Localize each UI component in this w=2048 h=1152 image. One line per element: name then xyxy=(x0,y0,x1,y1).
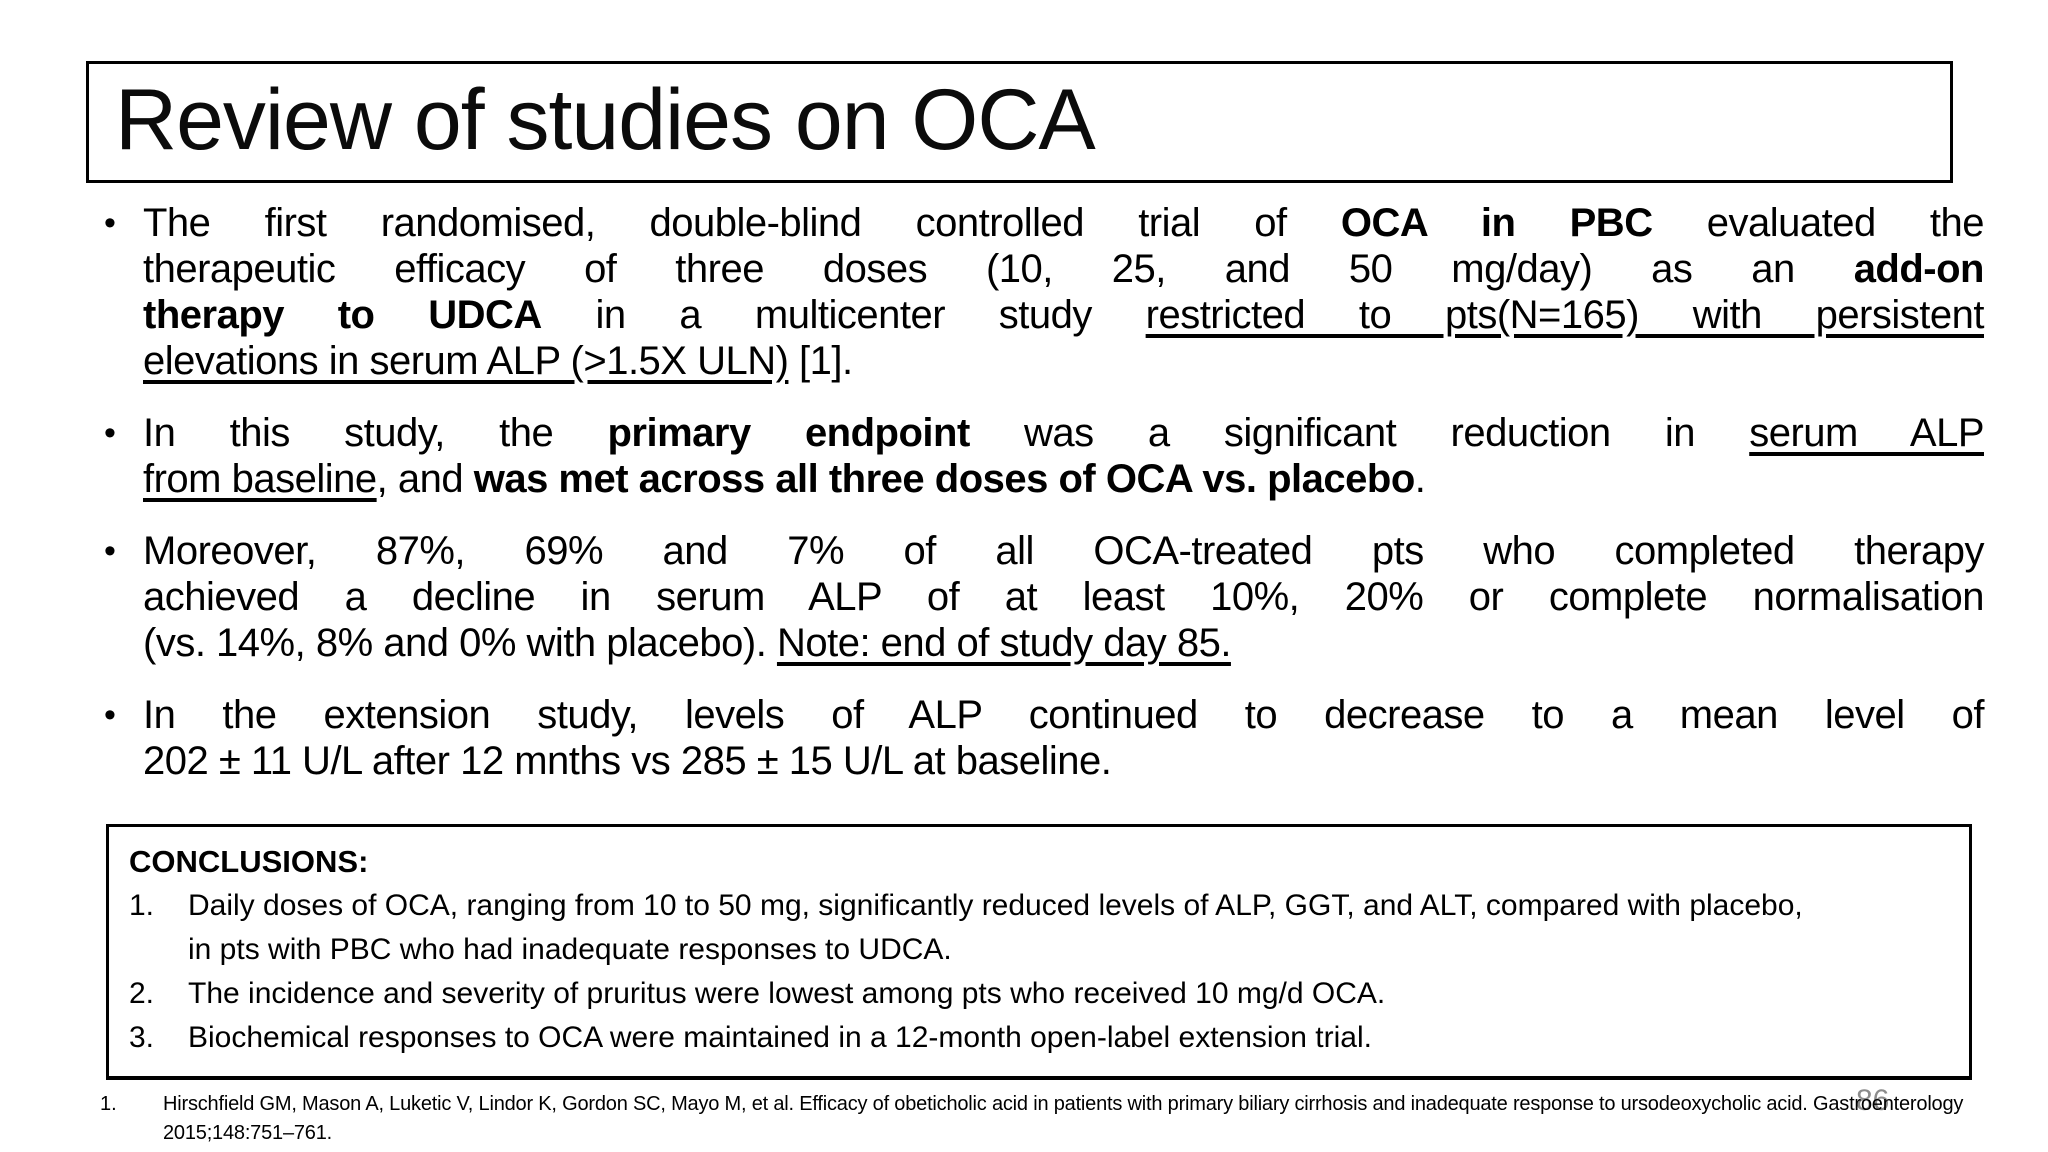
text-run: (vs. 14%, 8% and 0% with placebo). xyxy=(143,621,777,665)
text-run: achieved a decline in serum ALP of at le… xyxy=(143,575,1985,619)
bullet-item: • Moreover, 87%, 69% and 7% of all OCA-tr… xyxy=(104,528,1985,666)
bullet-line: The first randomised, double-blind contr… xyxy=(143,200,1985,246)
conclusion-item: 1. Daily doses of OCA, ranging from 10 to… xyxy=(129,884,1949,972)
bullet-content: Moreover, 87%, 69% and 7% of all OCA-tre… xyxy=(143,528,1985,666)
bullet-item: • In the extension study, levels of ALP c… xyxy=(104,692,1985,784)
item-number: 3. xyxy=(129,1021,155,1054)
item-number: 2. xyxy=(129,977,155,1010)
bullet-line: 202 ± 11 U/L after 12 mnths vs 285 ± 15 … xyxy=(143,738,1984,784)
text-run: 202 ± 11 U/L after 12 mnths vs 285 ± 15 … xyxy=(143,739,1112,783)
text-run: was met across all three doses of OCA vs… xyxy=(473,457,1416,501)
page-title: Review of studies on OCA xyxy=(115,72,1096,168)
item-text: The incidence and severity of pruritus w… xyxy=(188,977,1386,1010)
text-run: Moreover, 87%, 69% and 7% of all OCA-tre… xyxy=(143,529,1985,573)
text-run: therapeutic efficacy of three doses (10,… xyxy=(143,247,1854,291)
bullet-content: In the extension study, levels of ALP co… xyxy=(143,692,1985,784)
bullet-content: In this study, the primary endpoint was … xyxy=(143,410,1984,502)
footnote-text: Hirschfield GM, Mason A, Luketic V, Lind… xyxy=(163,1093,1964,1144)
bullet-content: The first randomised, double-blind contr… xyxy=(143,200,1985,384)
title-box: Review of studies on OCA xyxy=(86,61,1953,183)
text-run: in a multicenter study xyxy=(541,293,1146,337)
text-run: serum ALP xyxy=(1749,411,1984,455)
text-run: , and xyxy=(376,457,474,501)
conclusions-heading: CONCLUSIONS: xyxy=(129,844,369,879)
bullet-line: achieved a decline in serum ALP of at le… xyxy=(143,574,1985,620)
bullet-dot-icon: • xyxy=(104,696,116,734)
bullet-dot-icon: • xyxy=(104,414,116,452)
item-number: 1. xyxy=(129,889,155,922)
conclusions-box: CONCLUSIONS: 1. Daily doses of OCA, rangi… xyxy=(106,824,1972,1080)
text-run: primary endpoint xyxy=(607,411,970,455)
text-run: In this study, the xyxy=(143,411,608,455)
conclusion-item: 2. The incidence and severity of pruritus… xyxy=(129,972,1949,1016)
bullet-line: elevations in serum ALP (>1.5X ULN) [1]. xyxy=(143,338,1984,384)
text-run: In the extension study, levels of ALP co… xyxy=(143,693,1985,737)
text-run: therapy to UDCA xyxy=(143,293,542,337)
bullet-line: Moreover, 87%, 69% and 7% of all OCA-tre… xyxy=(143,528,1985,574)
text-run: The first randomised, double-blind contr… xyxy=(143,201,1341,245)
bullet-line: therapeutic efficacy of three doses (10,… xyxy=(143,246,1985,292)
text-run: OCA in PBC xyxy=(1340,201,1653,245)
bullet-line: In the extension study, levels of ALP co… xyxy=(143,692,1985,738)
bullet-line: In this study, the primary endpoint was … xyxy=(143,410,1984,456)
text-run: evaluated the xyxy=(1652,201,1985,245)
item-text: Biochemical responses to OCA were mainta… xyxy=(188,1021,1372,1054)
text-run: add-on xyxy=(1853,247,1985,291)
bullet-dot-icon: • xyxy=(104,532,116,570)
conclusions-list: 1. Daily doses of OCA, ranging from 10 to… xyxy=(129,884,1949,1060)
footnote-number: 1. xyxy=(100,1093,117,1115)
text-run: restricted to pts(N=165) with persistent xyxy=(1145,293,1985,337)
bullet-line: therapy to UDCA in a multicenter study r… xyxy=(143,292,1985,338)
text-run: elevations in serum ALP (>1.5X ULN) xyxy=(143,339,789,383)
text-run: from baseline xyxy=(143,457,377,501)
text-run: was a significant reduction in xyxy=(969,411,1750,455)
bullet-list: • The first randomised, double-blind cont… xyxy=(104,200,1985,810)
conclusion-item: 3. Biochemical responses to OCA were main… xyxy=(129,1016,1949,1060)
footnote: 1. Hirschfield GM, Mason A, Luketic V, L… xyxy=(100,1090,1973,1148)
bullet-line: (vs. 14%, 8% and 0% with placebo). Note:… xyxy=(143,620,1984,666)
text-run: [1]. xyxy=(788,339,853,383)
text-run: . xyxy=(1414,457,1426,501)
text-run: Note: end of study day 85. xyxy=(776,621,1231,665)
bullet-item: • In this study, the primary endpoint was… xyxy=(104,410,1984,502)
item-text: Daily doses of OCA, ranging from 10 to 5… xyxy=(188,889,1803,966)
bullet-dot-icon: • xyxy=(104,204,116,242)
page-number: 86 xyxy=(1856,1084,1890,1117)
bullet-line: from baseline, and was met across all th… xyxy=(143,456,1984,502)
bullet-item: • The first randomised, double-blind cont… xyxy=(104,200,1985,384)
